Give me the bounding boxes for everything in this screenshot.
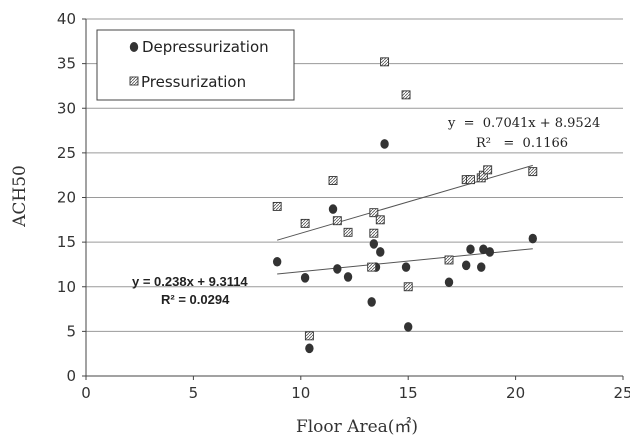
- depressurization-point-5: [343, 272, 353, 282]
- pressurization-point-19: [528, 167, 538, 177]
- depressurization-point-1: [300, 273, 310, 283]
- legend-marker-depressurization: [129, 42, 139, 52]
- x-tick-label-5: 5: [189, 384, 199, 402]
- x-tick-label-20: 20: [506, 384, 525, 402]
- depressurization-point-12: [404, 322, 413, 332]
- depressurization-point-14: [461, 260, 471, 271]
- pressurization-point-10: [380, 57, 390, 67]
- depressurization-point-19: [528, 233, 537, 244]
- legend-marker-pressurization: [129, 76, 139, 86]
- pressurization-point-0: [272, 201, 282, 211]
- depressurization-point-18: [485, 247, 495, 257]
- depressurization-equation-text: y = 0.238x + 9.3114: [132, 274, 248, 289]
- pressurization-point-18: [483, 165, 493, 175]
- y-tick-label-15: 15: [57, 233, 76, 251]
- trendlines: [277, 164, 533, 275]
- y-tick-label-35: 35: [57, 55, 76, 73]
- x-tick-label-10: 10: [291, 384, 310, 402]
- y-tick-label-10: 10: [57, 278, 76, 296]
- x-tick-label-15: 15: [399, 384, 418, 402]
- pressurization-point-6: [367, 262, 377, 272]
- depressurization-point-13: [444, 277, 454, 288]
- y-tick-label-30: 30: [57, 99, 76, 117]
- depressurization-equation: y = 0.238x + 9.3114 R² = 0.0294: [132, 274, 248, 307]
- legend-item-pressurization: Pressurization: [129, 73, 246, 91]
- y-tick-label-25: 25: [57, 144, 76, 162]
- pressurization-point-9: [375, 215, 385, 225]
- legend-label-pressurization: Pressurization: [141, 73, 246, 91]
- pressurization-point-4: [332, 216, 342, 226]
- depressurization-point-2: [305, 343, 314, 354]
- x-axis-title: Floor Area(㎡): [296, 417, 418, 437]
- pressurization-point-12: [403, 282, 413, 292]
- y-tick-label-5: 5: [66, 322, 76, 340]
- y-tick-label-40: 40: [57, 10, 76, 28]
- data-points: [272, 57, 538, 354]
- pressurization-point-8: [369, 228, 379, 238]
- depressurization-r-squared: R² = 0.0294: [161, 292, 230, 307]
- pressurization-r-squared: R² = 0.1166: [476, 136, 568, 151]
- depressurization-point-7: [369, 239, 379, 249]
- y-tick-label-20: 20: [57, 189, 76, 207]
- trendline-pressurization: [277, 164, 533, 241]
- pressurization-point-7: [369, 208, 379, 218]
- pressurization-point-1: [300, 218, 310, 228]
- pressurization-equation-text: y = 0.7041x + 8.9524: [447, 116, 600, 131]
- pressurization-point-15: [466, 175, 475, 185]
- depressurization-point-15: [466, 244, 475, 255]
- depressurization-point-0: [272, 256, 282, 267]
- depressurization-point-10: [380, 139, 389, 149]
- legend-box: [96, 29, 295, 101]
- x-tick-label-25: 25: [613, 384, 630, 402]
- depressurization-point-11: [401, 262, 411, 272]
- y-axis-title: ACH50: [10, 165, 30, 228]
- depressurization-point-4: [333, 264, 342, 274]
- pressurization-point-11: [401, 90, 411, 100]
- plot-area: [82, 18, 624, 380]
- depressurization-point-16: [477, 262, 486, 272]
- depressurization-point-17: [479, 244, 488, 255]
- pressurization-equation: y = 0.7041x + 8.9524 R² = 0.1166: [447, 116, 600, 151]
- pressurization-point-2: [304, 331, 314, 341]
- depressurization-point-9: [376, 247, 385, 257]
- y-tick-label-0: 0: [66, 367, 76, 385]
- legend-item-depressurization: Depressurization: [129, 38, 269, 56]
- depressurization-point-6: [367, 297, 376, 307]
- depressurization-point-3: [328, 204, 338, 214]
- tick-labels: 0 5 10 15 20 25 30 35 40 0 5 10 15 20 25: [57, 10, 630, 402]
- legend: Depressurization Pressurization: [96, 29, 295, 101]
- pressurization-point-13: [444, 255, 454, 265]
- pressurization-point-3: [328, 176, 338, 185]
- x-tick-label-0: 0: [81, 384, 91, 402]
- legend-label-depressurization: Depressurization: [142, 38, 269, 56]
- pressurization-point-5: [343, 227, 353, 237]
